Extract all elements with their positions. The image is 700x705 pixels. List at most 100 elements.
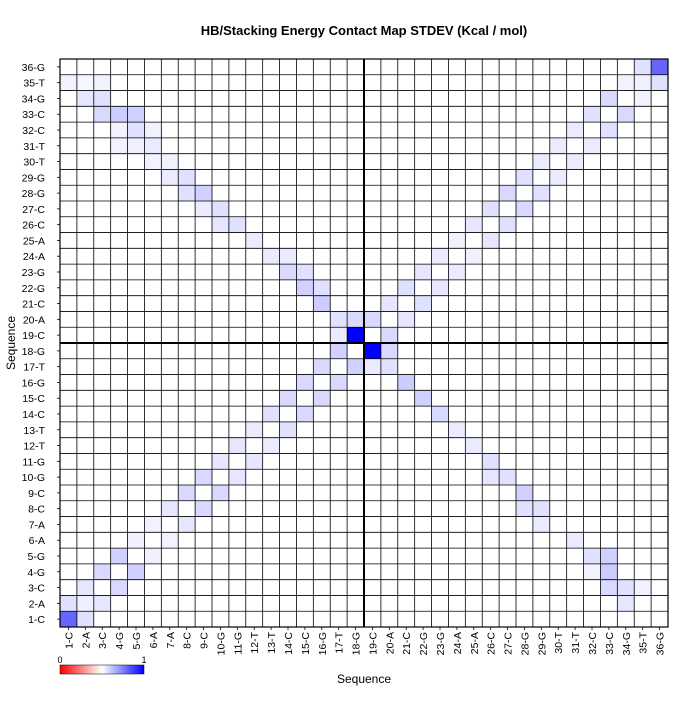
- heatmap-cell: [431, 248, 449, 265]
- x-tick-label: 19-C: [367, 632, 379, 655]
- heatmap-cell: [144, 122, 162, 138]
- heatmap-cell: [482, 232, 500, 249]
- heatmap-cell: [313, 279, 331, 296]
- heatmap-cell: [110, 122, 128, 138]
- heatmap-cell: [600, 579, 618, 596]
- heatmap-cell: [76, 579, 94, 596]
- heatmap-cell: [161, 153, 179, 170]
- heatmap-cell: [431, 406, 449, 422]
- heatmap-cell: [499, 216, 516, 233]
- heatmap-cell: [93, 74, 111, 91]
- heatmap-cell: [212, 453, 229, 470]
- heatmap-cell: [448, 232, 466, 249]
- y-tick-label: 2-A: [29, 598, 45, 610]
- x-tick-label: 33-C: [604, 632, 616, 655]
- x-tick-label: 2-A: [80, 632, 92, 648]
- heatmap-cell: [414, 295, 432, 312]
- heatmap-cell: [448, 264, 466, 280]
- heatmap-cell: [617, 106, 635, 123]
- heatmap-cell: [110, 579, 128, 596]
- heatmap-cell: [76, 90, 94, 107]
- heatmap-cell: [431, 279, 449, 296]
- x-tick-label: 11-G: [232, 632, 244, 655]
- y-tick-label: 25-A: [23, 235, 45, 247]
- heatmap-cell: [347, 358, 364, 375]
- heatmap-cell: [228, 437, 246, 454]
- y-tick-label: 33-C: [22, 109, 45, 121]
- heatmap-cell: [482, 469, 500, 485]
- heatmap-cell: [600, 122, 618, 138]
- y-tick-label: 21-C: [22, 299, 45, 311]
- heatmap-cell: [195, 201, 212, 217]
- x-tick-label: 13-T: [266, 631, 278, 653]
- heatmap-cell: [195, 185, 212, 201]
- heatmap-cell: [465, 216, 483, 233]
- heatmap-cell: [499, 469, 516, 485]
- heatmap-cell: [228, 469, 246, 485]
- heatmap-cell: [566, 532, 584, 549]
- heatmap-cell: [347, 327, 364, 343]
- heatmap-cell: [583, 106, 601, 123]
- heatmap-cell: [583, 563, 601, 580]
- heatmap-cell: [482, 201, 500, 217]
- heatmap-cell: [296, 279, 314, 296]
- x-tick-label: 34-G: [621, 632, 633, 655]
- heatmap-cell: [617, 74, 635, 91]
- x-tick-label: 1-C: [63, 632, 75, 649]
- heatmap-cell: [532, 185, 550, 201]
- chart-title: HB/Stacking Energy Contact Map STDEV (Kc…: [201, 23, 528, 38]
- heatmap-cell: [60, 74, 77, 91]
- heatmap-cell: [144, 137, 162, 154]
- heatmap-cell: [93, 595, 111, 612]
- y-tick-labels: 1-C 2-A 3-C 4-G 5-G 6-A 7-A 8-C 9-C 10-G 11-G 12-T 1…: [22, 62, 60, 626]
- y-tick-label: 30-T: [23, 157, 45, 169]
- heatmap-cell: [127, 106, 145, 123]
- y-tick-label: 5-G: [27, 551, 45, 563]
- y-tick-label: 6-A: [29, 535, 45, 547]
- x-tick-label: 8-C: [182, 632, 194, 649]
- heatmap-cell: [465, 248, 483, 265]
- heatmap-cells: [60, 59, 668, 627]
- heatmap-cell: [93, 90, 111, 107]
- heatmap-cell: [313, 295, 331, 312]
- heatmap-cell: [296, 406, 314, 422]
- y-tick-label: 23-G: [22, 267, 45, 279]
- y-tick-label: 26-C: [22, 220, 45, 232]
- y-tick-label: 31-T: [23, 141, 45, 153]
- y-tick-label: 11-G: [22, 456, 45, 468]
- heatmap-cell: [76, 595, 94, 612]
- y-tick-label: 19-C: [22, 330, 45, 342]
- heatmap-cell: [127, 137, 145, 154]
- y-tick-label: 12-T: [23, 441, 45, 453]
- y-tick-label: 4-G: [27, 567, 45, 579]
- heatmap-cell: [532, 516, 550, 533]
- heatmap-cell: [212, 201, 229, 217]
- heatmap-cell: [93, 563, 111, 580]
- y-tick-label: 22-G: [22, 283, 45, 295]
- heatmap-cell: [516, 485, 533, 501]
- y-tick-label: 29-G: [22, 172, 45, 184]
- y-tick-label: 13-T: [23, 425, 45, 437]
- heatmap-cell: [110, 106, 128, 123]
- heatmap-cell: [178, 185, 196, 201]
- heatmap-cell: [161, 169, 179, 186]
- heatmap-cell: [397, 374, 415, 391]
- heatmap-cell: [397, 311, 415, 328]
- colorbar-min-label: 0: [57, 655, 62, 665]
- heatmap-cell: [634, 59, 652, 75]
- heatmap-cell: [296, 374, 314, 391]
- heatmap-cell: [364, 343, 381, 359]
- x-axis-label: Sequence: [337, 672, 391, 686]
- x-tick-label: 25-A: [469, 632, 481, 654]
- x-tick-label: 6-A: [148, 632, 160, 648]
- y-tick-label: 16-G: [22, 377, 45, 389]
- y-tick-label: 1-C: [28, 614, 45, 626]
- heatmap-cell: [516, 500, 533, 517]
- heatmap-cell: [313, 390, 331, 407]
- heatmap-cell: [262, 437, 280, 454]
- x-tick-label: 27-C: [503, 632, 515, 655]
- x-tick-labels: 1-C 2-A 3-C 4-G 5-G 6-A 7-A 8-C 9-C 10-G 11-G 12-T 1…: [63, 627, 667, 655]
- x-tick-label: 30-T: [553, 631, 565, 653]
- heatmap-cell: [583, 137, 601, 154]
